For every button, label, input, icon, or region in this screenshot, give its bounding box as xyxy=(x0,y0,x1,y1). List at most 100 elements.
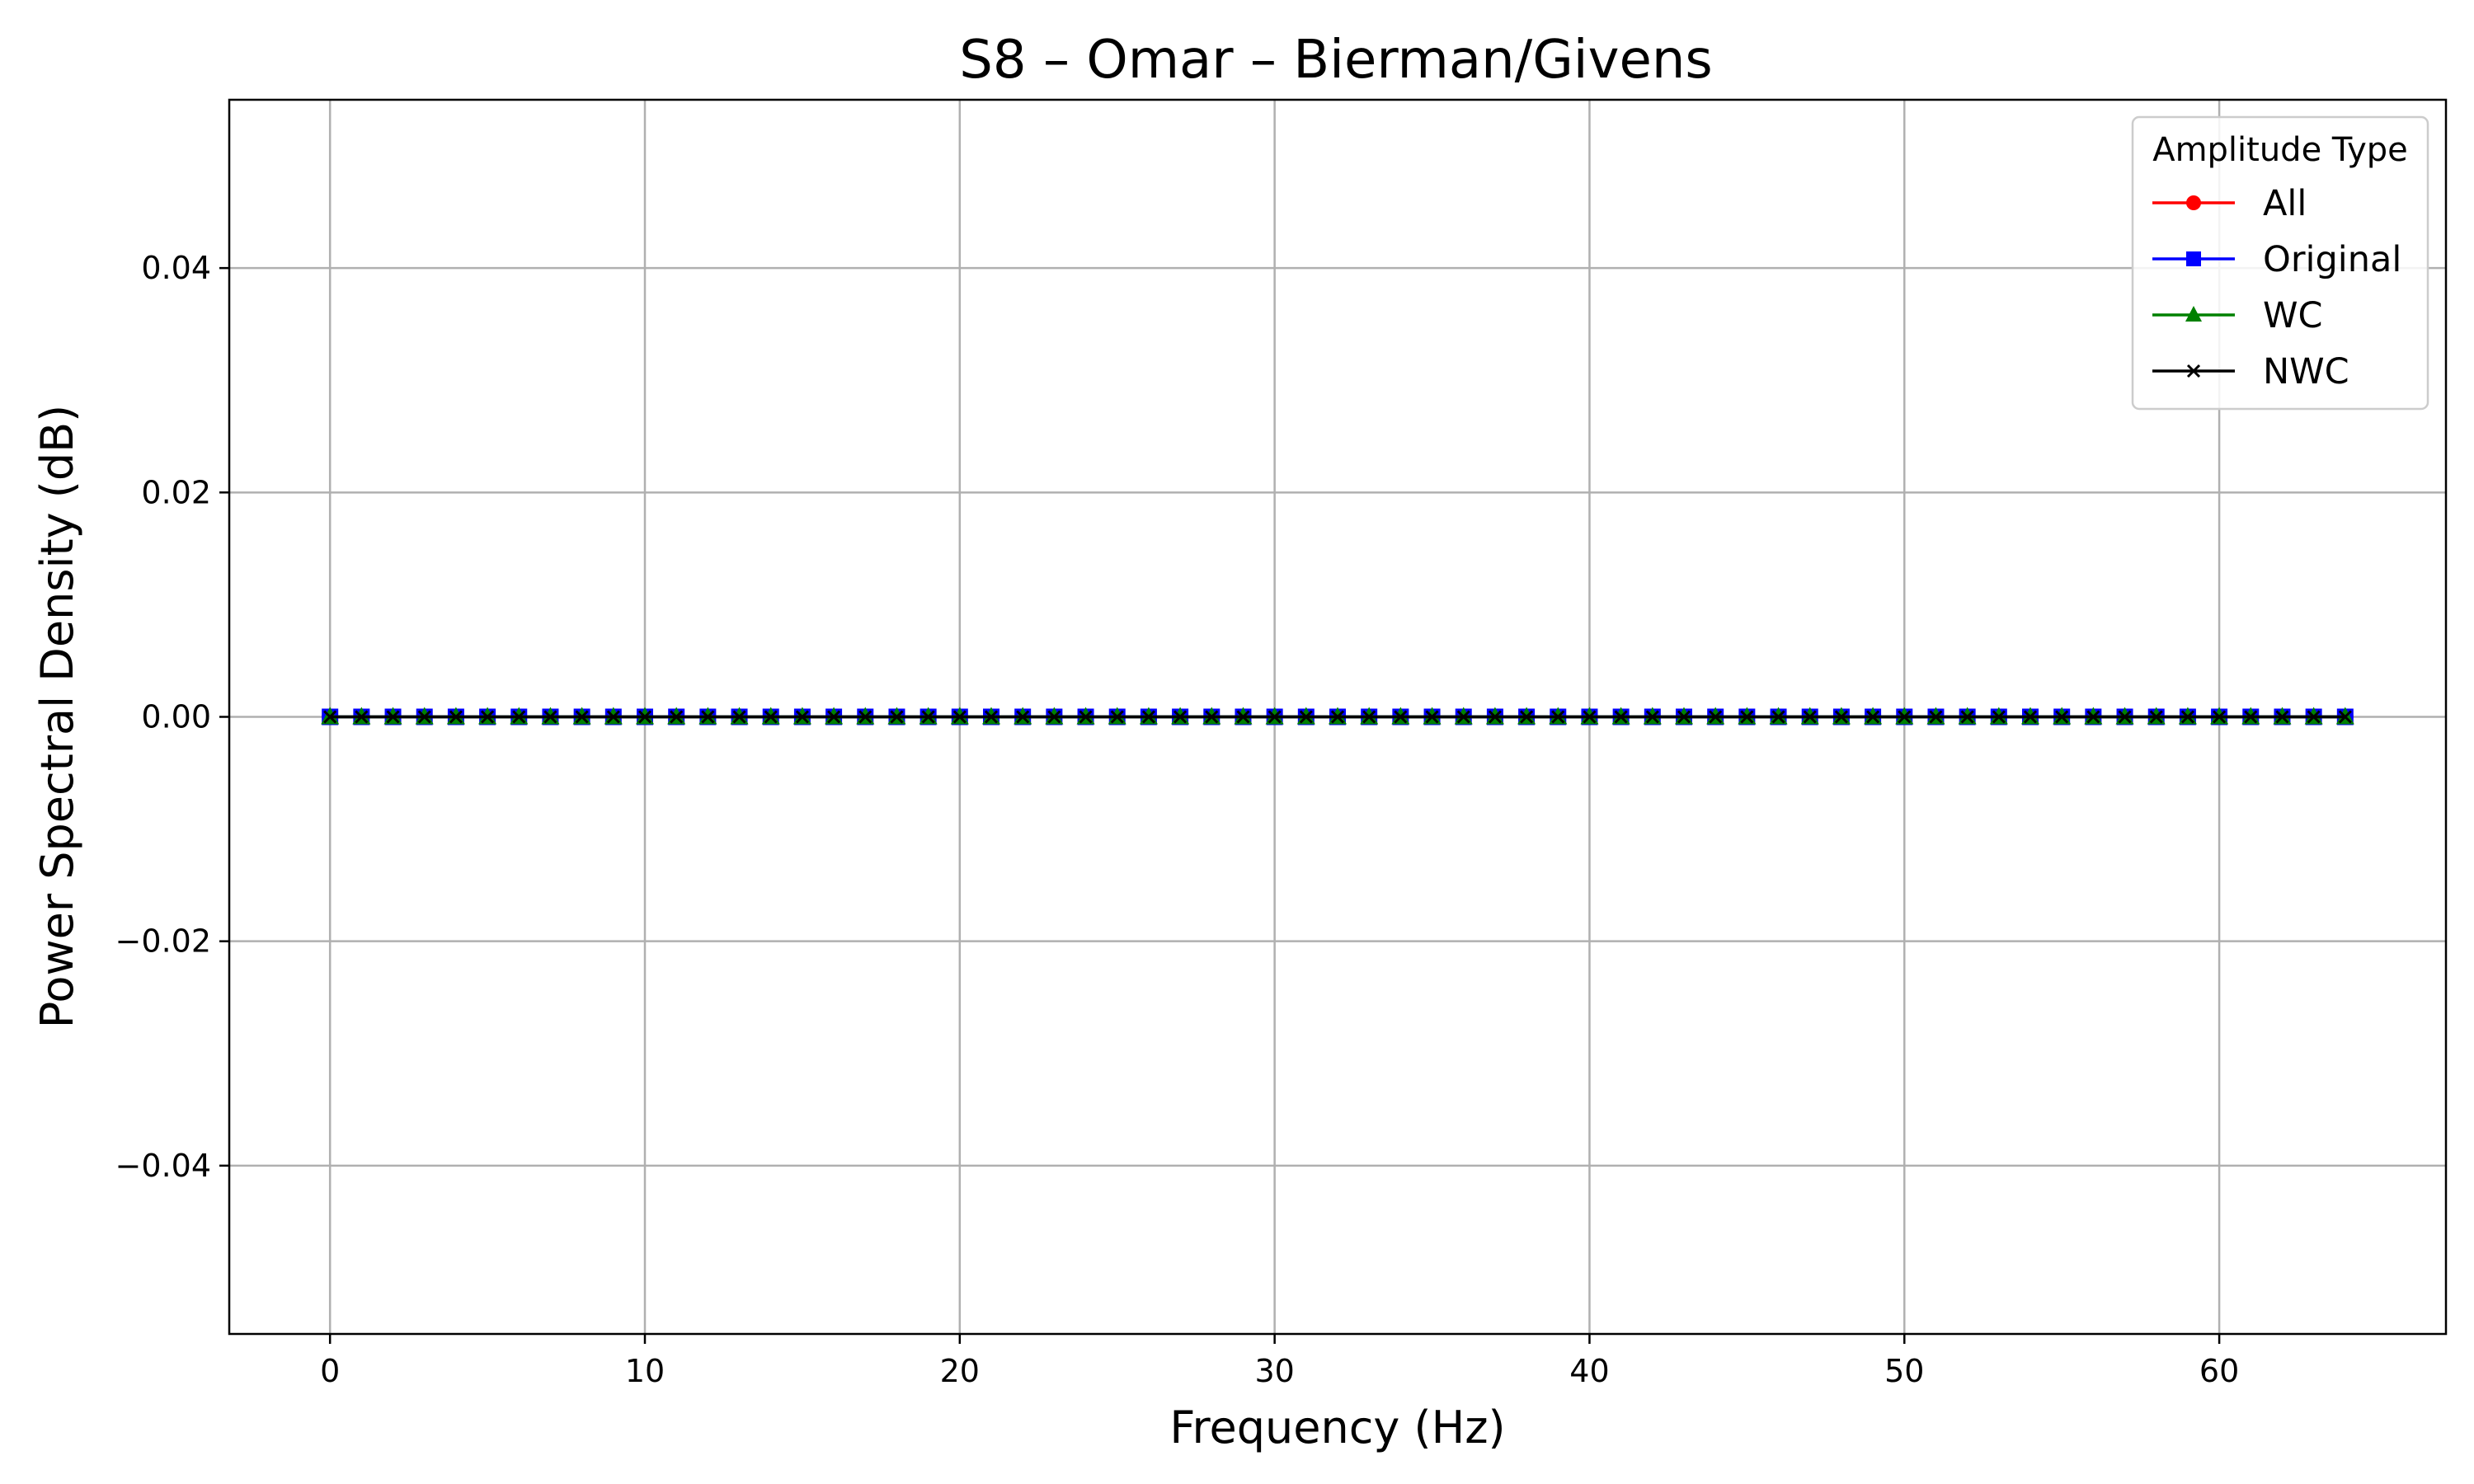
legend: Amplitude Type All Original WC NWC xyxy=(2131,115,2429,411)
legend-marker xyxy=(2185,306,2202,322)
data-point xyxy=(1456,710,1470,724)
legend-label: All xyxy=(2263,183,2307,224)
data-point xyxy=(2180,710,2194,724)
data-point xyxy=(1645,710,1659,724)
x-tick-label: 60 xyxy=(2199,1353,2239,1389)
x-tick-label: 0 xyxy=(320,1353,340,1389)
x-tick-label: 20 xyxy=(940,1353,980,1389)
data-point xyxy=(2086,710,2100,724)
data-point xyxy=(543,710,557,724)
y-tick-label: 0.00 xyxy=(141,699,211,735)
data-point xyxy=(1583,710,1597,724)
data-point xyxy=(323,710,337,724)
y-tick-label: −0.02 xyxy=(115,923,211,960)
x-tick-label: 40 xyxy=(1569,1353,1609,1389)
data-point xyxy=(1268,710,1282,724)
legend-entry-nwc: NWC xyxy=(2152,351,2349,392)
legend-label: NWC xyxy=(2263,351,2349,392)
data-point xyxy=(2213,710,2227,724)
legend-entry-wc: WC xyxy=(2152,295,2323,336)
data-point xyxy=(890,710,904,724)
data-point xyxy=(1960,710,1974,724)
data-point xyxy=(1866,710,1880,724)
data-point xyxy=(355,710,369,724)
data-point xyxy=(1205,710,1219,724)
data-point xyxy=(1551,710,1565,724)
y-axis-label: Power Spectral Density (dB) xyxy=(31,405,83,1028)
data-point xyxy=(2149,710,2163,724)
data-point xyxy=(575,710,589,724)
y-tick-label: −0.04 xyxy=(115,1148,211,1184)
data-point xyxy=(1709,710,1723,724)
data-point xyxy=(1425,710,1439,724)
legend-label: Original xyxy=(2263,239,2401,280)
data-point xyxy=(670,710,684,724)
data-point xyxy=(952,710,967,724)
data-point xyxy=(858,710,872,724)
data-point xyxy=(1803,710,1817,724)
y-tick-label: 0.04 xyxy=(141,250,211,286)
legend-entry-all: All xyxy=(2152,183,2307,224)
legend-title: Amplitude Type xyxy=(2152,131,2408,169)
data-point xyxy=(2023,710,2038,724)
data-point xyxy=(1174,710,1188,724)
series-nwc xyxy=(323,710,2352,724)
data-point xyxy=(732,710,746,724)
data-point xyxy=(637,710,652,724)
data-point xyxy=(1488,710,1502,724)
data-point xyxy=(1898,710,1912,724)
series-group xyxy=(321,707,2354,726)
x-axis-label: Frequency (Hz) xyxy=(1169,1402,1505,1453)
data-point xyxy=(512,710,526,724)
legend-label: WC xyxy=(2263,295,2323,336)
data-point xyxy=(764,710,778,724)
legend-entry-original: Original xyxy=(2152,239,2401,280)
legend-frame xyxy=(2131,115,2429,411)
ticks: 0 10 20 30 40 50 60 −0.04 −0.02 0.00 0.02 0.04 xyxy=(115,250,2240,1389)
data-point xyxy=(1394,710,1408,724)
y-tick-label: 0.02 xyxy=(141,474,211,510)
data-point xyxy=(1362,710,1376,724)
x-tick-label: 50 xyxy=(1884,1353,1924,1389)
data-point xyxy=(1677,710,1691,724)
chart-title: S8 – Omar – Bierman/Givens xyxy=(959,30,1712,91)
data-point xyxy=(1079,710,1093,724)
data-point xyxy=(1520,710,1534,724)
x-tick-label: 10 xyxy=(625,1353,665,1389)
data-point xyxy=(921,710,935,724)
data-point xyxy=(1834,710,1848,724)
data-point xyxy=(701,710,715,724)
data-point xyxy=(2118,710,2132,724)
x-tick-label: 30 xyxy=(1254,1353,1294,1389)
data-point xyxy=(1110,710,1124,724)
data-point xyxy=(1141,710,1155,724)
legend-entries: All Original WC NWC xyxy=(2152,183,2401,392)
data-point xyxy=(2338,710,2352,724)
data-point xyxy=(795,710,809,724)
data-point xyxy=(1771,710,1785,724)
data-point xyxy=(1740,710,1754,724)
data-point xyxy=(1614,710,1628,724)
data-point xyxy=(606,710,620,724)
data-point xyxy=(481,710,495,724)
data-point xyxy=(1236,710,1250,724)
data-point xyxy=(827,710,841,724)
data-point xyxy=(1016,710,1030,724)
legend-marker xyxy=(2186,364,2201,378)
legend-marker xyxy=(2186,251,2201,266)
data-point xyxy=(2055,710,2069,724)
data-point xyxy=(449,710,463,724)
data-point xyxy=(2307,710,2321,724)
data-point xyxy=(1929,710,1943,724)
data-point xyxy=(984,710,999,724)
legend-marker xyxy=(2186,195,2201,210)
data-point xyxy=(2275,710,2289,724)
data-point xyxy=(2244,710,2258,724)
data-point xyxy=(1992,710,2006,724)
data-point xyxy=(1330,710,1345,724)
data-point xyxy=(386,710,400,724)
data-point xyxy=(1299,710,1313,724)
data-point xyxy=(417,710,431,724)
